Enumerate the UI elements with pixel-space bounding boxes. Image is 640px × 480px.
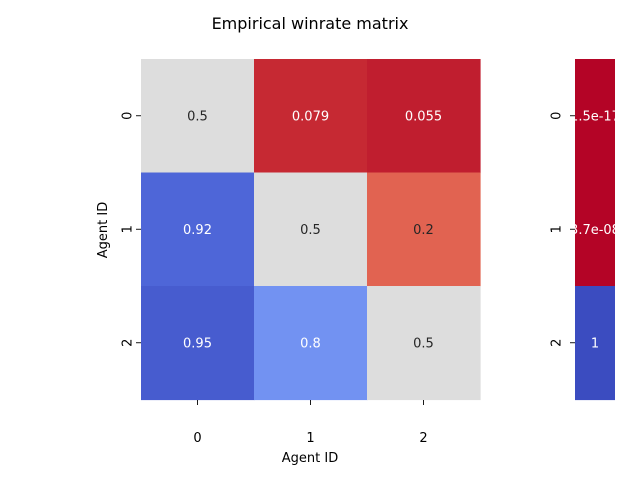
side-y-tick-label-0: 0 (550, 112, 565, 120)
heatmap-cell-label-0-0: 0.5 (187, 109, 208, 124)
y-tick-label-1: 1 (121, 225, 136, 233)
heatmap-cell-label-1-0: 0.92 (183, 223, 212, 238)
y-tick-label-2: 2 (121, 339, 136, 347)
side-cell-0 (575, 59, 615, 174)
x-tick-label-1: 1 (306, 431, 314, 446)
side-cell-2 (575, 286, 615, 401)
side-y-tick-label-1: 1 (550, 225, 565, 233)
heatmap-cell-2-1 (254, 286, 368, 401)
x-tick-label-2: 2 (419, 431, 427, 446)
x-tick-label-0: 0 (193, 431, 201, 446)
side-cell-label-2: 1 (591, 336, 599, 351)
side-cell-label-1: 3.7e-08 (570, 223, 620, 238)
chart-title: Empirical winrate matrix (212, 14, 409, 33)
heatmap-cell-label-1-2: 0.2 (413, 223, 434, 238)
heatmap-cell-2-0 (141, 286, 255, 401)
heatmap-cell-label-2-0: 0.95 (183, 336, 212, 351)
heatmap-cell-label-2-2: 0.5 (413, 336, 434, 351)
side-heatmap-ticks: 0 1 2 (550, 112, 575, 347)
heatmap-cell-0-0 (141, 59, 255, 174)
heatmap-cell-1-1 (254, 172, 368, 287)
heatmap-cell-label-0-1: 0.079 (292, 109, 329, 124)
y-tick-label-0: 0 (121, 112, 136, 120)
heatmap-cell-1-0 (141, 172, 255, 287)
heatmap-cell-label-0-2: 0.055 (405, 109, 442, 124)
y-axis-label: Agent ID (96, 202, 111, 258)
heatmap-cell-2-2 (367, 286, 481, 401)
heatmap-cell-label-1-1: 0.5 (300, 223, 321, 238)
x-axis-label: Agent ID (282, 451, 338, 466)
side-y-tick-label-2: 2 (550, 339, 565, 347)
heatmap-cell-0-2 (367, 59, 481, 174)
side-heatmap-cells: 1.5e-17 3.7e-08 1 (570, 59, 620, 401)
main-heatmap-cells: 0.5 0.079 0.055 0.92 0.5 0.2 0.95 0.8 0.5 (141, 59, 481, 401)
main-heatmap-ticks: 0 1 2 0 1 2 (121, 112, 428, 446)
side-cell-1 (575, 172, 615, 287)
heatmap-cell-label-2-1: 0.8 (300, 336, 321, 351)
side-cell-label-0: 1.5e-17 (570, 109, 620, 124)
heatmap-cell-0-1 (254, 59, 368, 174)
heatmap-cell-1-2 (367, 172, 481, 287)
